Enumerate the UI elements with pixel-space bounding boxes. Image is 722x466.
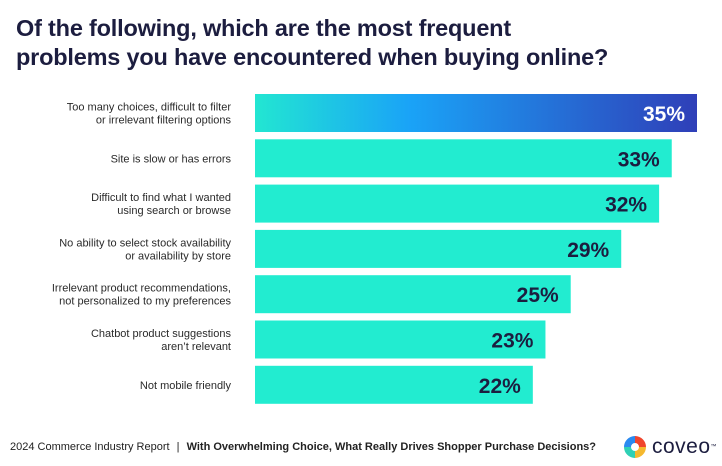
category-label: or availability by store: [125, 250, 231, 262]
category-label: Chatbot product suggestions: [91, 328, 232, 340]
bar: [255, 320, 546, 359]
category-label: Too many choices, difficult to filter: [67, 102, 232, 114]
data-label: 23%: [491, 330, 533, 353]
category-label: Difficult to find what I wanted: [91, 192, 231, 204]
category-label: Not mobile friendly: [140, 380, 232, 392]
data-label: 29%: [567, 239, 609, 262]
data-label: 22%: [479, 375, 521, 398]
bar: [255, 139, 672, 178]
data-label: 25%: [517, 284, 559, 307]
coveo-logo-icon: [624, 436, 646, 458]
footer-separator: |: [176, 441, 180, 453]
data-label: 35%: [643, 103, 685, 126]
bar: [255, 184, 660, 223]
data-label: 33%: [618, 148, 660, 171]
footer: 2024 Commerce Industry Report | With Ove…: [10, 441, 596, 453]
data-label: 32%: [605, 194, 647, 217]
chart-title: Of the following, which are the most fre…: [16, 14, 608, 72]
trademark: ™: [710, 444, 717, 450]
category-label: aren’t relevant: [161, 341, 231, 353]
category-label: or irrelevant filtering options: [96, 115, 232, 127]
coveo-logo: coveo ™: [622, 434, 717, 460]
bar: [255, 275, 571, 314]
footer-report: 2024 Commerce Industry Report: [10, 441, 170, 453]
coveo-logo-text: coveo: [652, 435, 711, 458]
category-label: using search or browse: [117, 205, 231, 217]
footer-subtitle: With Overwhelming Choice, What Really Dr…: [186, 441, 597, 453]
category-label: Site is slow or has errors: [111, 153, 232, 165]
bar: [255, 365, 533, 404]
category-label: No ability to select stock availability: [59, 237, 231, 249]
bar: [255, 229, 622, 268]
title-line-1: Of the following, which are the most fre…: [16, 15, 511, 41]
category-label: Irrelevant product recommendations,: [52, 283, 231, 295]
title-line-2: problems you have encountered when buyin…: [16, 44, 609, 70]
category-label: not personalized to my preferences: [59, 296, 231, 308]
bar: [255, 94, 697, 132]
